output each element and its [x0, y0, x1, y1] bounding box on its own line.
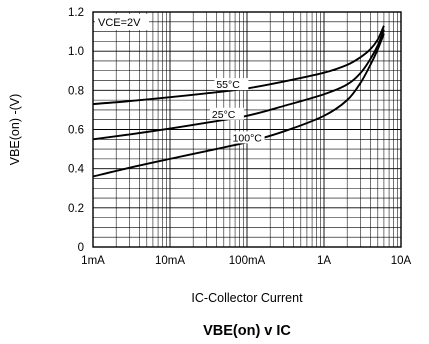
series-label-background	[230, 131, 265, 144]
x-tick-labels: 1mA 10mA 100mA 1A 10A	[81, 255, 411, 267]
y-tick-label: 0.8	[68, 85, 84, 97]
x-tick-label: 10mA	[155, 255, 185, 267]
y-tick-label: 1.0	[68, 46, 84, 58]
y-tick-label: 0.4	[68, 164, 85, 176]
y-tick-label: 0.6	[68, 125, 84, 137]
chart-title: VBE(on) v IC	[203, 323, 291, 339]
plot-frame	[92, 11, 402, 248]
y-tick-label: 0	[78, 242, 84, 254]
chart-title-separator: v	[260, 323, 276, 339]
series-label-background	[214, 78, 249, 91]
series-label-background	[209, 107, 244, 120]
x-tick-label: 1A	[317, 255, 331, 267]
series-label: 25°C	[212, 109, 236, 121]
x-tick-label: 100mA	[229, 255, 266, 267]
series-layer	[92, 25, 385, 178]
chart-title-main: VBE(on)	[203, 323, 260, 339]
condition-annotation: VCE=2V	[98, 17, 141, 29]
y-axis-label: VBE(on) -(V)	[8, 94, 22, 166]
x-tick-label: 10A	[391, 255, 412, 267]
chart-title-tail: IC	[276, 323, 291, 339]
series-line	[92, 25, 385, 105]
x-tick-label: 1mA	[81, 255, 105, 267]
series-labels: 55°C 25°C 100°C	[209, 78, 265, 144]
series-label: 100°C	[233, 132, 263, 144]
y-tick-labels: 0 0.2 0.4 0.6 0.8 1.0 1.2	[68, 7, 85, 254]
series-line	[92, 33, 385, 178]
x-axis-label: IC-Collector Current	[191, 291, 303, 305]
y-tick-label: 0.2	[68, 203, 84, 215]
condition-annotation-box	[95, 14, 149, 30]
y-tick-label: 1.2	[68, 7, 84, 19]
series-label: 55°C	[216, 79, 240, 91]
series-line	[92, 29, 385, 141]
